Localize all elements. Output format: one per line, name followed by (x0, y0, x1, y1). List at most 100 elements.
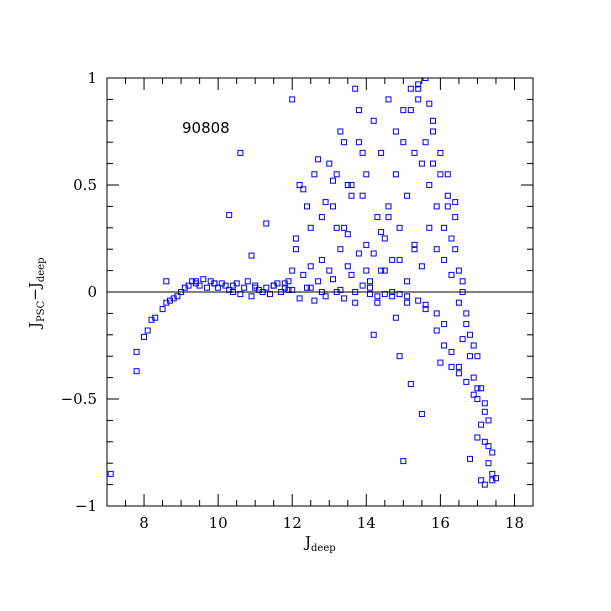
data-point (485, 417, 492, 424)
data-point (378, 229, 385, 236)
data-point (400, 107, 407, 114)
data-point (359, 149, 366, 156)
y-tick-label: −1 (75, 497, 97, 515)
data-point (463, 378, 470, 385)
data-point (341, 224, 348, 231)
data-point (141, 333, 147, 340)
data-point (374, 214, 381, 221)
data-point (392, 128, 399, 135)
data-point (355, 107, 362, 114)
data-point (489, 449, 496, 456)
data-point (352, 299, 359, 306)
data-point (470, 342, 477, 349)
y-axis-label: JPSC−Jdeep (26, 258, 47, 330)
y-axis-label-sub1: PSC (36, 300, 47, 322)
data-point (481, 408, 488, 415)
data-point (463, 321, 470, 328)
data-point (404, 299, 411, 306)
y-tick-label: −0.5 (61, 390, 97, 408)
x-tick-label: 16 (431, 514, 450, 532)
scatter-points (107, 78, 499, 488)
data-point (163, 278, 170, 285)
data-point (344, 263, 351, 270)
data-point (248, 252, 255, 259)
x-tick-label: 8 (139, 514, 149, 532)
data-point (133, 348, 140, 355)
data-point (385, 203, 392, 210)
data-point (252, 284, 259, 291)
data-point (459, 336, 466, 343)
data-point (370, 250, 377, 257)
data-point (337, 128, 344, 135)
data-point (478, 477, 485, 484)
data-point (400, 458, 407, 465)
data-point (241, 284, 248, 291)
data-point (455, 370, 462, 377)
data-point (493, 475, 499, 482)
data-point (300, 271, 307, 278)
data-point (430, 117, 436, 124)
data-point (437, 359, 444, 366)
x-tick-label: 10 (209, 514, 228, 532)
data-point (448, 363, 455, 370)
data-point (411, 149, 418, 156)
data-point (441, 256, 448, 263)
data-point (263, 284, 270, 291)
data-point (363, 241, 370, 248)
data-point (292, 246, 299, 253)
data-point (422, 139, 429, 146)
data-point (348, 271, 355, 278)
data-point (481, 438, 488, 445)
data-point (248, 293, 255, 300)
data-point (474, 434, 481, 441)
data-point (322, 293, 329, 300)
data-point (452, 199, 459, 206)
data-point (374, 293, 381, 300)
data-point (433, 246, 440, 253)
data-point (489, 470, 496, 477)
data-point (367, 278, 373, 285)
axis-ticks (106, 77, 534, 507)
y-tick-label: 1 (87, 69, 97, 87)
data-point (415, 85, 422, 92)
data-point (330, 177, 336, 184)
data-point (448, 271, 455, 278)
data-point (192, 278, 199, 285)
data-point (348, 192, 355, 199)
data-point (411, 246, 418, 253)
data-point (485, 460, 492, 467)
data-point (344, 182, 351, 188)
data-point (467, 455, 473, 462)
y-tick-label: 0 (87, 283, 97, 301)
chart-annotation: 90808 (182, 119, 230, 137)
data-point (392, 171, 399, 178)
data-point (229, 282, 236, 289)
data-point (418, 160, 425, 167)
data-point (481, 481, 488, 488)
data-point (144, 327, 151, 334)
data-point (359, 282, 366, 289)
data-point (330, 276, 336, 283)
data-point (389, 256, 396, 263)
y-tick-label: 0.5 (73, 176, 97, 194)
data-point (330, 203, 336, 210)
data-point (326, 267, 333, 274)
data-point (430, 128, 436, 135)
data-point (396, 353, 403, 360)
data-point (348, 182, 355, 188)
data-point (433, 203, 440, 210)
data-point (459, 278, 466, 285)
data-point (452, 214, 459, 221)
data-point (389, 293, 396, 300)
data-point (304, 284, 310, 291)
data-point (363, 267, 370, 274)
data-point (296, 182, 303, 188)
data-point (404, 278, 411, 285)
x-axis-label-sub: deep (311, 543, 336, 554)
data-point (422, 301, 429, 308)
data-point (407, 85, 414, 92)
data-point (289, 267, 296, 274)
data-point (281, 280, 288, 287)
data-point (304, 203, 310, 210)
data-point (467, 331, 473, 338)
